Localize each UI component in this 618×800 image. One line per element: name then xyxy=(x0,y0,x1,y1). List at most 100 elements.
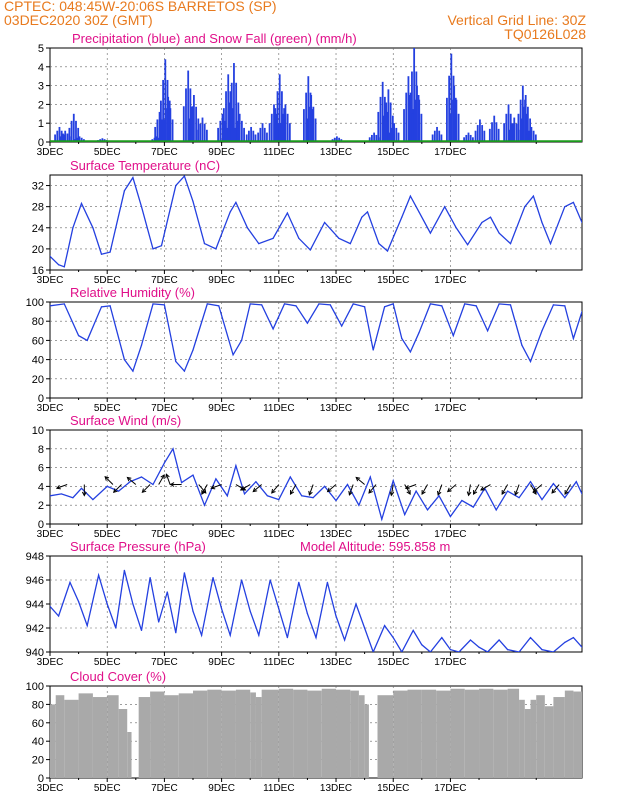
temperature-point xyxy=(123,190,125,192)
x-tick-label: 3DEC xyxy=(37,783,64,794)
cloud-bar xyxy=(207,689,222,778)
pressure-line xyxy=(50,570,582,652)
data-layer xyxy=(50,688,582,778)
precip-bar xyxy=(488,128,491,142)
precip-bar xyxy=(169,108,172,142)
precip-bar xyxy=(395,127,398,142)
temperature-point xyxy=(481,221,483,224)
wind-arrow-head xyxy=(112,488,118,494)
wind-arrow xyxy=(201,484,208,495)
precip-bar xyxy=(508,129,511,142)
precip-bar xyxy=(314,118,317,142)
precip-bar xyxy=(64,130,67,142)
wind-arrow xyxy=(368,484,377,494)
wind-point xyxy=(392,480,394,482)
precip-bar xyxy=(240,120,243,142)
cloud-bar xyxy=(50,704,56,778)
temperature-point xyxy=(215,248,217,250)
humidity-point xyxy=(509,304,512,306)
humidity-line xyxy=(50,303,582,373)
wind-point xyxy=(472,506,474,508)
temperature-point xyxy=(246,227,248,229)
header-model-id: TQ0126L028 xyxy=(504,26,586,42)
wind-arrow-head xyxy=(436,490,442,496)
temperature-point xyxy=(100,253,103,255)
pressure-point xyxy=(487,651,489,652)
x-tick-label: 9DEC xyxy=(208,147,235,158)
wind-arrow xyxy=(252,484,262,492)
pressure-point xyxy=(278,608,280,610)
cloud-bar xyxy=(530,699,537,778)
plot-frame xyxy=(49,174,583,271)
pressure-point xyxy=(175,632,177,634)
precip-bar xyxy=(59,136,62,142)
wind-arrow xyxy=(348,484,354,496)
precip-bar xyxy=(164,59,167,142)
pressure-point xyxy=(229,634,231,636)
wind-point xyxy=(235,465,237,467)
pressure-point xyxy=(458,651,460,652)
cloud-bar xyxy=(261,689,279,778)
precip-bar xyxy=(507,104,510,142)
x-tick-label: 13DEC xyxy=(320,783,352,794)
x-tick-label: 15DEC xyxy=(377,147,409,158)
pressure-point xyxy=(384,625,386,627)
wind-arrow-head xyxy=(406,490,411,495)
wind-arrow-head xyxy=(201,490,206,495)
humidity-point xyxy=(529,360,532,363)
wind-arrow-head xyxy=(141,488,147,494)
humidity-point xyxy=(261,304,263,306)
x-tick-label: 9DEC xyxy=(208,275,235,286)
cloud-bar xyxy=(464,689,480,778)
humidity-point xyxy=(329,304,331,306)
wind-point xyxy=(323,485,326,487)
temperature-point xyxy=(498,232,500,234)
cloud-bar xyxy=(524,709,531,778)
pressure-point xyxy=(258,634,260,636)
wind-point xyxy=(180,482,183,484)
precip-bar xyxy=(465,134,468,142)
humidity-point xyxy=(364,306,366,308)
plot-frame xyxy=(49,301,583,399)
panel-title: Cloud Cover (%) xyxy=(70,669,166,684)
temperature-point xyxy=(140,206,143,208)
temperature-point xyxy=(309,249,311,251)
wind-point xyxy=(80,487,83,489)
panel-precip: 0 1 2 3 4 5 3DEC 5DEC 7DEC 9DEC 11DEC 13DEC 15DEC 17D… xyxy=(37,31,583,158)
humidity-point xyxy=(272,328,274,330)
temperature-point xyxy=(541,221,543,224)
plot-frame xyxy=(49,429,583,525)
wind-arrow xyxy=(564,484,571,495)
wind-arrow xyxy=(480,484,491,491)
precip-bar xyxy=(312,106,315,142)
precip-bar xyxy=(221,113,224,142)
y-tick-label: 24 xyxy=(32,223,44,235)
precip-bar xyxy=(416,85,418,142)
wind-arrow xyxy=(501,484,509,495)
pressure-point xyxy=(478,646,480,648)
cloud-bar xyxy=(150,691,165,778)
cloud-bar xyxy=(92,697,108,778)
wind-point xyxy=(564,497,566,499)
wind-arrow-head xyxy=(289,490,295,495)
pressure-point xyxy=(564,641,566,644)
humidity-point xyxy=(295,305,297,307)
humidity-point xyxy=(521,344,523,346)
humidity-point xyxy=(109,305,111,307)
pressure-point xyxy=(541,649,543,651)
cloud-bar xyxy=(127,732,132,778)
temperature-point xyxy=(50,255,51,257)
humidity-point xyxy=(232,354,234,356)
precip-bar xyxy=(391,127,393,142)
precip-bar xyxy=(530,126,533,142)
wind-arrow xyxy=(404,484,411,495)
precip-bar xyxy=(385,102,388,142)
humidity-point xyxy=(409,351,411,353)
precip-bar xyxy=(405,92,408,142)
wind-point xyxy=(215,478,217,480)
precip-bar xyxy=(286,113,289,142)
precip-bar xyxy=(418,99,421,142)
precip-bar xyxy=(520,118,523,142)
panel-wind: 0 2 4 6 8 10 3DEC 5DEC 7DEC 9DEC 11DEC 13DEC 15DEC 17… xyxy=(32,413,583,540)
x-tick-label: 13DEC xyxy=(320,403,352,414)
